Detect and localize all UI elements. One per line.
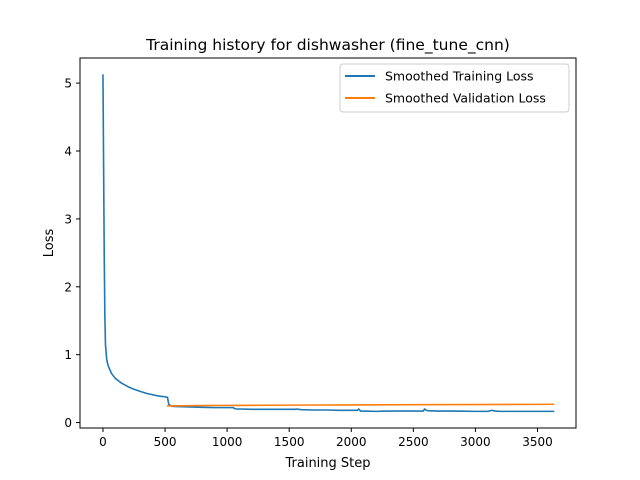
chart-title: Training history for dishwasher (fine_tu…	[145, 36, 510, 55]
y-tick-label: 2	[64, 280, 72, 294]
y-tick-label: 4	[64, 145, 72, 159]
legend-box	[339, 63, 570, 113]
x-tick-label: 1500	[274, 435, 305, 449]
y-tick-label: 5	[64, 77, 72, 91]
legend-label-training: Smoothed Training Loss	[385, 69, 534, 84]
x-tick-label: 3500	[522, 435, 553, 449]
y-tick-label: 3	[64, 212, 72, 226]
plot-area: 0 500 1000 1500 2000 2500 3000 3500 0 1 2 3 4 5	[64, 57, 577, 449]
axes-frame	[79, 57, 577, 429]
series-line-1	[166, 403, 555, 407]
x-tick-label: 500	[154, 435, 177, 449]
legend-label-validation: Smoothed Validation Loss	[385, 91, 546, 106]
y-tick-label: 0	[64, 416, 72, 430]
x-tick-label: 3000	[460, 435, 491, 449]
legend: Smoothed Training Loss Smoothed Validati…	[339, 63, 570, 113]
y-tick-label: 1	[64, 348, 72, 362]
x-tick-label: 1000	[212, 435, 243, 449]
x-tick-label: 2500	[398, 435, 429, 449]
series-lines	[102, 74, 555, 413]
x-tick-label: 2000	[336, 435, 367, 449]
series-line-0	[102, 74, 555, 413]
y-axis-label: Loss	[42, 229, 57, 258]
x-axis-label: Training Step	[284, 456, 370, 471]
x-tick-label: 0	[99, 435, 107, 449]
y-axis: 0 1 2 3 4 5	[64, 77, 80, 430]
x-axis: 0 500 1000 1500 2000 2500 3000 3500	[99, 428, 553, 449]
